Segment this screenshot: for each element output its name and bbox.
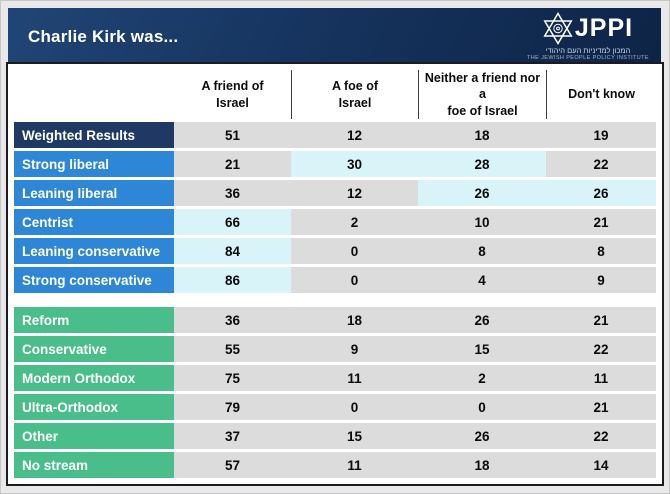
table-row: Ultra-Orthodox 79 0 0 21 xyxy=(14,394,656,420)
value-cell: 15 xyxy=(291,423,418,449)
value-cell: 8 xyxy=(546,238,656,264)
value-cell: 86 xyxy=(174,267,291,293)
table-row: Centrist 66 2 10 21 xyxy=(14,209,656,235)
results-table-body: Weighted Results 51 12 18 19 Strong liberal 21… xyxy=(14,122,656,478)
value-cell: 21 xyxy=(546,307,656,333)
row-label: Modern Orthodox xyxy=(14,365,174,391)
jppi-logo: JPPI המכון למדיניות העם היהודי THE JEWIS… xyxy=(527,11,649,62)
value-cell: 37 xyxy=(174,423,291,449)
star-of-david-icon xyxy=(543,11,573,45)
table-row: Modern Orthodox 75 11 2 11 xyxy=(14,365,656,391)
value-cell: 0 xyxy=(291,238,418,264)
column-header-dont-know: Don't know xyxy=(546,70,656,119)
value-cell: 84 xyxy=(174,238,291,264)
value-cell: 22 xyxy=(546,423,656,449)
value-cell: 11 xyxy=(291,365,418,391)
value-cell: 21 xyxy=(546,394,656,420)
value-cell: 22 xyxy=(546,336,656,362)
value-cell: 14 xyxy=(546,452,656,478)
value-cell: 21 xyxy=(174,151,291,177)
value-cell: 18 xyxy=(418,122,546,148)
value-cell: 11 xyxy=(291,452,418,478)
value-cell: 15 xyxy=(418,336,546,362)
value-cell: 28 xyxy=(418,151,546,177)
table-row: Conservative 55 9 15 22 xyxy=(14,336,656,362)
value-cell: 0 xyxy=(291,394,418,420)
page-title: Charlie Kirk was... xyxy=(28,26,179,46)
value-cell: 26 xyxy=(546,180,656,206)
table-row: Weighted Results 51 12 18 19 xyxy=(14,122,656,148)
column-header-neither: Neither a friend nor a foe of Israel xyxy=(418,70,546,119)
table-row: No stream 57 11 18 14 xyxy=(14,452,656,478)
value-cell: 30 xyxy=(291,151,418,177)
value-cell: 2 xyxy=(418,365,546,391)
value-cell: 66 xyxy=(174,209,291,235)
value-cell: 8 xyxy=(418,238,546,264)
column-header-friend: A friend of Israel xyxy=(201,79,264,110)
value-cell: 18 xyxy=(418,452,546,478)
value-cell: 9 xyxy=(291,336,418,362)
header-bar: Charlie Kirk was... JPPI המכון למדיניות … xyxy=(8,8,661,65)
table-row: Leaning liberal 36 12 26 26 xyxy=(14,180,656,206)
row-label: Leaning liberal xyxy=(14,180,174,206)
value-cell: 22 xyxy=(546,151,656,177)
value-cell: 12 xyxy=(291,122,418,148)
table-row: Other 37 15 26 22 xyxy=(14,423,656,449)
value-cell: 26 xyxy=(418,180,546,206)
row-label: Strong conservative xyxy=(14,267,174,293)
value-cell: 2 xyxy=(291,209,418,235)
column-header-foe: A foe of Israel xyxy=(291,70,418,119)
value-cell: 36 xyxy=(174,307,291,333)
value-cell: 0 xyxy=(291,267,418,293)
column-header-spacer xyxy=(14,70,174,119)
value-cell: 10 xyxy=(418,209,546,235)
row-label: No stream xyxy=(14,452,174,478)
logo-acronym: JPPI xyxy=(574,13,634,42)
logo-top-row: JPPI xyxy=(543,11,634,45)
table-row: Strong conservative 86 0 4 9 xyxy=(14,267,656,293)
value-cell: 55 xyxy=(174,336,291,362)
group-gap xyxy=(14,293,656,304)
row-label: Leaning conservative xyxy=(14,238,174,264)
value-cell: 0 xyxy=(418,394,546,420)
value-cell: 18 xyxy=(291,307,418,333)
table-row: Reform 36 18 26 21 xyxy=(14,307,656,333)
logo-english-name: THE JEWISH PEOPLE POLICY INSTITUTE xyxy=(527,55,649,61)
row-label: Conservative xyxy=(14,336,174,362)
row-label: Reform xyxy=(14,307,174,333)
row-label: Centrist xyxy=(14,209,174,235)
value-cell: 51 xyxy=(174,122,291,148)
row-label: Ultra-Orthodox xyxy=(14,394,174,420)
results-table: A friend of Israel A foe of Israel Neith… xyxy=(6,62,664,486)
value-cell: 21 xyxy=(546,209,656,235)
value-cell: 26 xyxy=(418,423,546,449)
column-header-row: A friend of Israel A foe of Israel Neith… xyxy=(14,70,656,119)
value-cell: 26 xyxy=(418,307,546,333)
value-cell: 75 xyxy=(174,365,291,391)
row-label: Strong liberal xyxy=(14,151,174,177)
value-cell: 12 xyxy=(291,180,418,206)
value-cell: 9 xyxy=(546,267,656,293)
logo-hebrew-name: המכון למדיניות העם היהודי xyxy=(545,45,631,55)
table-row: Strong liberal 21 30 28 22 xyxy=(14,151,656,177)
value-cell: 11 xyxy=(546,365,656,391)
value-cell: 36 xyxy=(174,180,291,206)
value-cell: 57 xyxy=(174,452,291,478)
value-cell: 79 xyxy=(174,394,291,420)
row-label: Other xyxy=(14,423,174,449)
row-label: Weighted Results xyxy=(14,122,174,148)
value-cell: 4 xyxy=(418,267,546,293)
value-cell: 19 xyxy=(546,122,656,148)
table-row: Leaning conservative 84 0 8 8 xyxy=(14,238,656,264)
